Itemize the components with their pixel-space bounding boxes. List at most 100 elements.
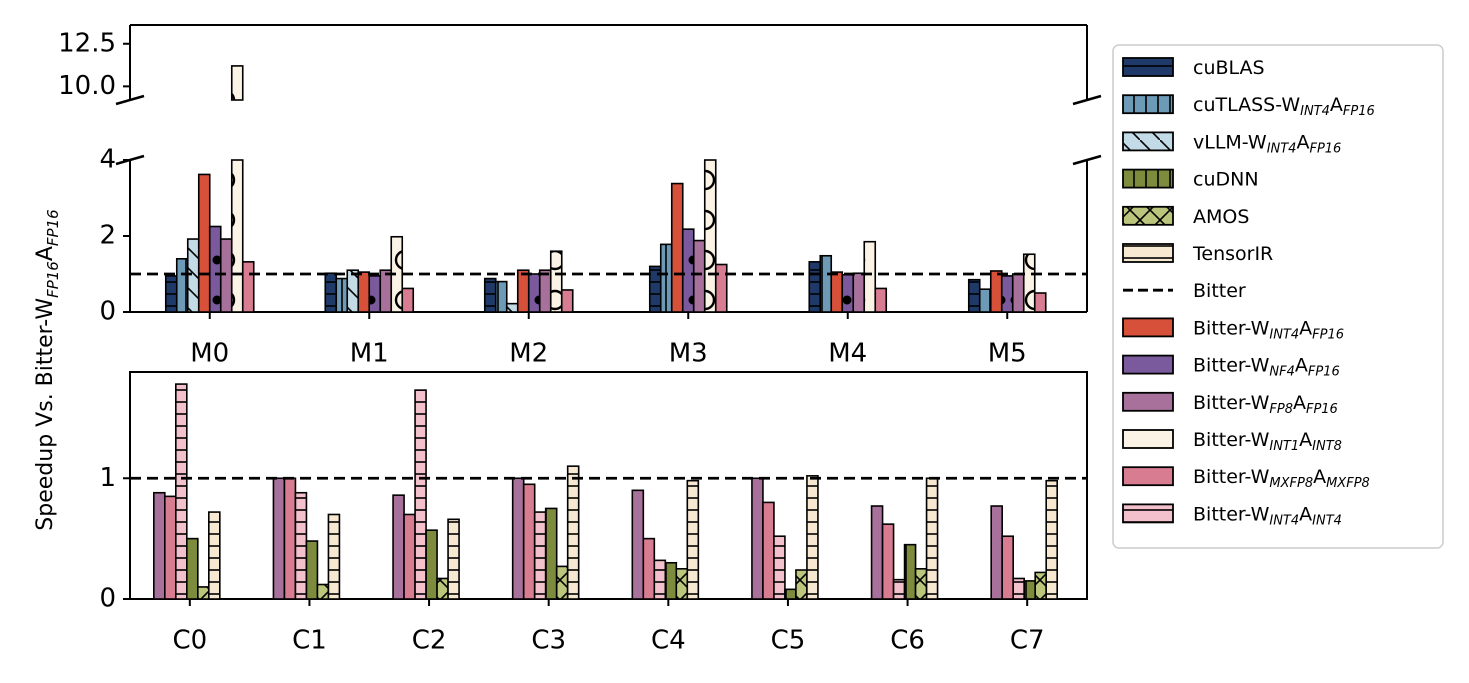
bar-C1-s12 — [294, 491, 308, 600]
bar-M3-s10 — [703, 159, 717, 313]
bar-M4-s11 — [874, 287, 888, 313]
bar-C6-s5 — [925, 477, 939, 600]
x-tick-label: M1 — [350, 339, 389, 369]
legend-item: Bitter-WMXFP8AMXFP8 — [1122, 466, 1370, 491]
legend-label: AMOS — [1193, 206, 1249, 228]
y-axis-label-prefix: Speedup Vs. Bitter-W — [33, 298, 58, 531]
bar-M0-s2 — [186, 238, 200, 313]
legend-label: Bitter-WINT4AINT4 — [1193, 503, 1342, 528]
bar-C7-s9 — [990, 505, 1003, 600]
bar-C4-s9 — [631, 489, 645, 600]
bar-C2-s12 — [414, 389, 427, 600]
legend-swatch — [1122, 94, 1174, 115]
bar-C2-s4 — [436, 577, 449, 600]
legend-item: Bitter — [1123, 280, 1246, 302]
x-tick-label: C1 — [292, 626, 327, 656]
x-tick-label: M5 — [988, 339, 1027, 369]
bar-C5-s3 — [784, 588, 797, 600]
bar-C3-s5 — [566, 465, 580, 600]
bar-C0-s5 — [208, 511, 221, 600]
bar-M1-s7 — [357, 271, 371, 313]
legend-swatch — [1122, 205, 1174, 226]
legend-label: cuBLAS — [1193, 57, 1265, 79]
legend-label: vLLM-WINT4AFP16 — [1193, 131, 1341, 156]
bar-M3-s11 — [714, 263, 728, 313]
bar-M5-s9 — [1011, 273, 1025, 313]
bar-M0-s7 — [197, 173, 211, 313]
bar-M5-s10 — [1022, 253, 1036, 313]
bar-C6-s11 — [881, 523, 895, 600]
top-panel-upper-axes: 10.0 12.5 — [58, 24, 1102, 106]
bar-C5-s11 — [762, 501, 775, 600]
y-tick-label: 0 — [99, 584, 116, 614]
x-tick-label: C3 — [531, 626, 566, 656]
bar-M5-s7 — [989, 270, 1003, 313]
bar-M4-s7 — [830, 271, 844, 313]
legend-label: Bitter-WINT1AINT8 — [1193, 429, 1342, 454]
legend-item: Bitter-WINT4AINT4 — [1122, 503, 1342, 528]
bar-C3-s12 — [533, 511, 547, 600]
bar-C7-s11 — [1001, 535, 1014, 600]
bar-M0-s11 — [241, 261, 255, 313]
y-axis-label-sub2: FP16 — [44, 209, 62, 246]
bar-C2-s11 — [403, 513, 416, 600]
bar-M5-s1 — [978, 288, 992, 313]
bar-C6-s4 — [914, 568, 928, 600]
bar-C0-s11 — [164, 495, 177, 600]
bottom-panel-frame — [129, 371, 1088, 600]
legend-item: Bitter-WINT1AINT8 — [1122, 429, 1342, 454]
bottom-panel-axes: 0 1 C0 C1 C2 C3 C4 C5 C6 C7 — [99, 371, 1088, 656]
legend-label: cuTLASS-WINT4AFP16 — [1193, 94, 1375, 119]
legend-item: vLLM-WINT4AFP16 — [1122, 131, 1341, 156]
legend-swatch — [1122, 429, 1174, 449]
bar-C5-s4 — [795, 569, 808, 600]
bar-C0-s4 — [197, 586, 210, 600]
bar-C1-s4 — [316, 583, 330, 600]
bar-M1-s1 — [335, 277, 349, 313]
bar-C0-s12 — [175, 383, 188, 600]
bar-M2-s10 — [549, 250, 563, 313]
bar-M4-s9 — [852, 272, 866, 313]
legend-swatch — [1122, 131, 1174, 152]
legend-swatch — [1122, 391, 1174, 412]
legend-item: cuDNN — [1122, 168, 1259, 191]
x-tick-label: C5 — [771, 626, 806, 656]
bar-C1-s3 — [305, 540, 319, 600]
legend-swatch — [1122, 503, 1174, 524]
legend-swatch — [1122, 466, 1174, 487]
y-axis-label-mid: A — [33, 246, 58, 261]
bar-M2-s9 — [538, 269, 552, 313]
bar-M1-s8 — [368, 275, 382, 313]
bar-M4-s1 — [819, 254, 833, 313]
legend-swatch — [1122, 354, 1174, 375]
bar-C0-s9 — [153, 491, 166, 600]
bar-C1-s5 — [327, 513, 341, 600]
bar-M1-s9 — [379, 269, 393, 313]
bar-C2-s5 — [447, 518, 460, 600]
y-tick-label: 1 — [99, 463, 116, 493]
legend-item: Bitter-WINT4AFP16 — [1122, 317, 1344, 342]
bar-M2-s2 — [505, 302, 519, 313]
bar-C7-s3 — [1023, 580, 1036, 600]
legend-item: TensorIR — [1122, 243, 1273, 265]
bar-M0-s0 — [164, 275, 178, 313]
legend-swatch — [1122, 243, 1174, 263]
axis-break-mark — [115, 94, 145, 106]
legend-label: Bitter-WFP8AFP16 — [1193, 392, 1338, 417]
legend-item: AMOS — [1122, 205, 1249, 228]
bar-C5-s9 — [751, 477, 764, 600]
bar-C0-s3 — [186, 537, 199, 600]
legend-item: cuTLASS-WINT4AFP16 — [1122, 94, 1375, 119]
bar-M4-s10 — [863, 240, 877, 313]
bar-M0-s8 — [208, 225, 222, 313]
bar-M2-s8 — [527, 273, 541, 313]
bar-C5-s12 — [773, 535, 786, 600]
y-tick-label: 12.5 — [58, 28, 116, 58]
x-tick-label: M4 — [828, 339, 867, 369]
legend-swatch — [1122, 168, 1174, 189]
bar-M2-s7 — [516, 269, 530, 313]
bar-C4-s12 — [653, 559, 667, 600]
legend-swatch — [1122, 57, 1174, 77]
y-tick-label: 10.0 — [58, 71, 116, 101]
